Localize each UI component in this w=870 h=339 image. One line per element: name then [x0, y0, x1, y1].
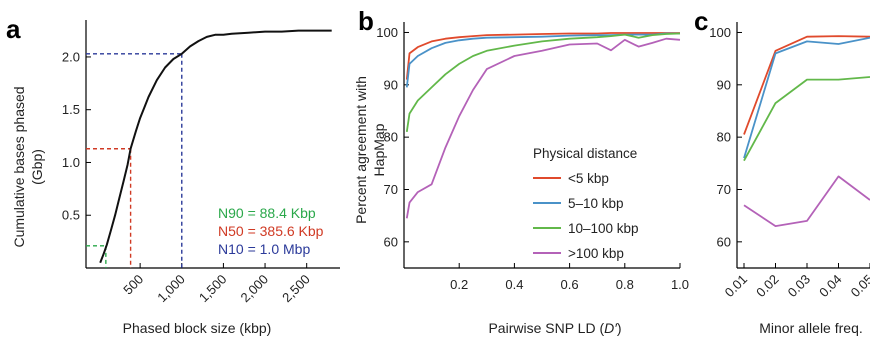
panel-c-ytick-label: 80	[717, 130, 731, 145]
panel-b-series-line	[405, 32, 680, 80]
panel-a-ylabel: Cumulative bases phased (Gbp)	[11, 86, 45, 247]
panel-a-letter: a	[6, 14, 21, 44]
legend-entry: >100 kbp	[568, 246, 624, 261]
panel-b-xlabel-main: Pairwise SNP LD (	[488, 320, 604, 336]
panel-a-cumulative-line	[99, 29, 332, 264]
panel-b-xlabel-italic: D′	[604, 320, 618, 336]
panel-b-series-line	[405, 37, 681, 219]
panel-b-xtick-label: 0.2	[450, 277, 468, 292]
panel-b-ylabel: Percent agreement with HapMap	[353, 76, 387, 224]
panel-a-xlabel: Phased block size (kbp)	[123, 320, 272, 336]
panel-a-xtick-label: 500	[120, 272, 146, 298]
panel-b-ytick-label: 80	[384, 130, 398, 145]
panel-b-ylabel-line2: HapMap	[371, 123, 387, 176]
panel-a-ytick-label: 2.0	[62, 49, 80, 64]
legend-entry: <5 kbp	[568, 171, 609, 186]
panel-b-xtick-label: 0.8	[616, 277, 634, 292]
panel-b-xtick-label: 0.6	[561, 277, 579, 292]
panel-b-plot-area: 60 70 80 90 100 0.2 0.4 0.6 0.8 1.0	[376, 22, 689, 292]
panel-c-plot-area: 60 70 80 90 100 0.01 0.02 0.03 0.04 0.05	[709, 22, 870, 300]
legend-entry: 5–10 kbp	[568, 196, 624, 211]
panel-c-series-line	[743, 76, 870, 162]
panel-b-ylabel-line1: Percent agreement with	[353, 76, 369, 224]
panel-a-annotation: N10 = 1.0 Mbp	[218, 241, 310, 257]
panel-b-ytick-label: 90	[384, 77, 398, 92]
panel-c-xlabel: Minor allele freq.	[759, 320, 863, 336]
panel-b: b Percent agreement with HapMap Pairwise…	[353, 6, 689, 336]
panel-a-annotation: N50 = 385.6 Kbp	[218, 223, 324, 239]
panel-c-letter: c	[694, 6, 708, 36]
panel-b-ytick-label: 60	[384, 234, 398, 249]
panel-c-xtick-label: 0.01	[722, 272, 751, 301]
panel-c-xtick-label: 0.05	[848, 272, 870, 301]
panel-b-xtick-label: 1.0	[671, 277, 689, 292]
panel-a-plot-area: 0.5 1.0 1.5 2.0 500 1,000 1,500 2,000 2,500 N90 =…	[62, 20, 340, 305]
panel-c-series-line	[743, 175, 870, 228]
legend-title: Physical distance	[533, 146, 637, 161]
panel-c-xtick-label: 0.03	[785, 272, 814, 301]
panel-b-ytick-label: 70	[384, 182, 398, 197]
panel-a-ylabel-line1: Cumulative bases phased	[11, 86, 27, 247]
panel-a-ytick-label: 1.5	[62, 102, 80, 117]
panel-c-ytick-label: 100	[709, 25, 731, 40]
panel-a-xtick-label: 2,500	[279, 272, 313, 306]
panel-c-xtick-label: 0.04	[816, 272, 845, 301]
panel-c: c Minor allele freq. 60 70 80 90 100 0.01 0.02…	[694, 6, 870, 336]
panel-b-letter: b	[358, 6, 374, 36]
panel-a-ytick-label: 1.0	[62, 155, 80, 170]
panel-c-ytick-label: 70	[717, 182, 731, 197]
panel-a-xtick-label: 2,000	[238, 272, 272, 306]
panel-b-legend: Physical distance <5 kbp 5–10 kbp 10–100 k…	[533, 146, 639, 261]
panel-b-xtick-label: 0.4	[505, 277, 523, 292]
panel-b-xlabel: Pairwise SNP LD (D′)	[488, 320, 621, 336]
panel-c-ytick-label: 60	[717, 234, 731, 249]
panel-c-series-line	[743, 35, 870, 135]
panel-b-series-line	[405, 32, 680, 88]
panel-a-xtick-label: 1,000	[154, 272, 188, 306]
panel-b-xlabel-end: )	[617, 320, 622, 336]
panel-b-series-line	[405, 32, 681, 133]
panel-a-ytick-label: 0.5	[62, 208, 80, 223]
legend-entry: 10–100 kbp	[568, 221, 639, 236]
panel-c-series-line	[743, 36, 870, 159]
panel-a-xtick-label: 1,500	[196, 272, 230, 306]
panel-a-ylabel-line2: (Gbp)	[29, 149, 45, 185]
panel-c-xtick-label: 0.02	[753, 272, 782, 301]
panel-a-annotation: N90 = 88.4 Kbp	[218, 205, 316, 221]
panel-c-ytick-label: 90	[717, 77, 731, 92]
panel-a: a Cumulative bases phased (Gbp) Phased b…	[6, 14, 340, 336]
panel-b-ytick-label: 100	[376, 25, 398, 40]
